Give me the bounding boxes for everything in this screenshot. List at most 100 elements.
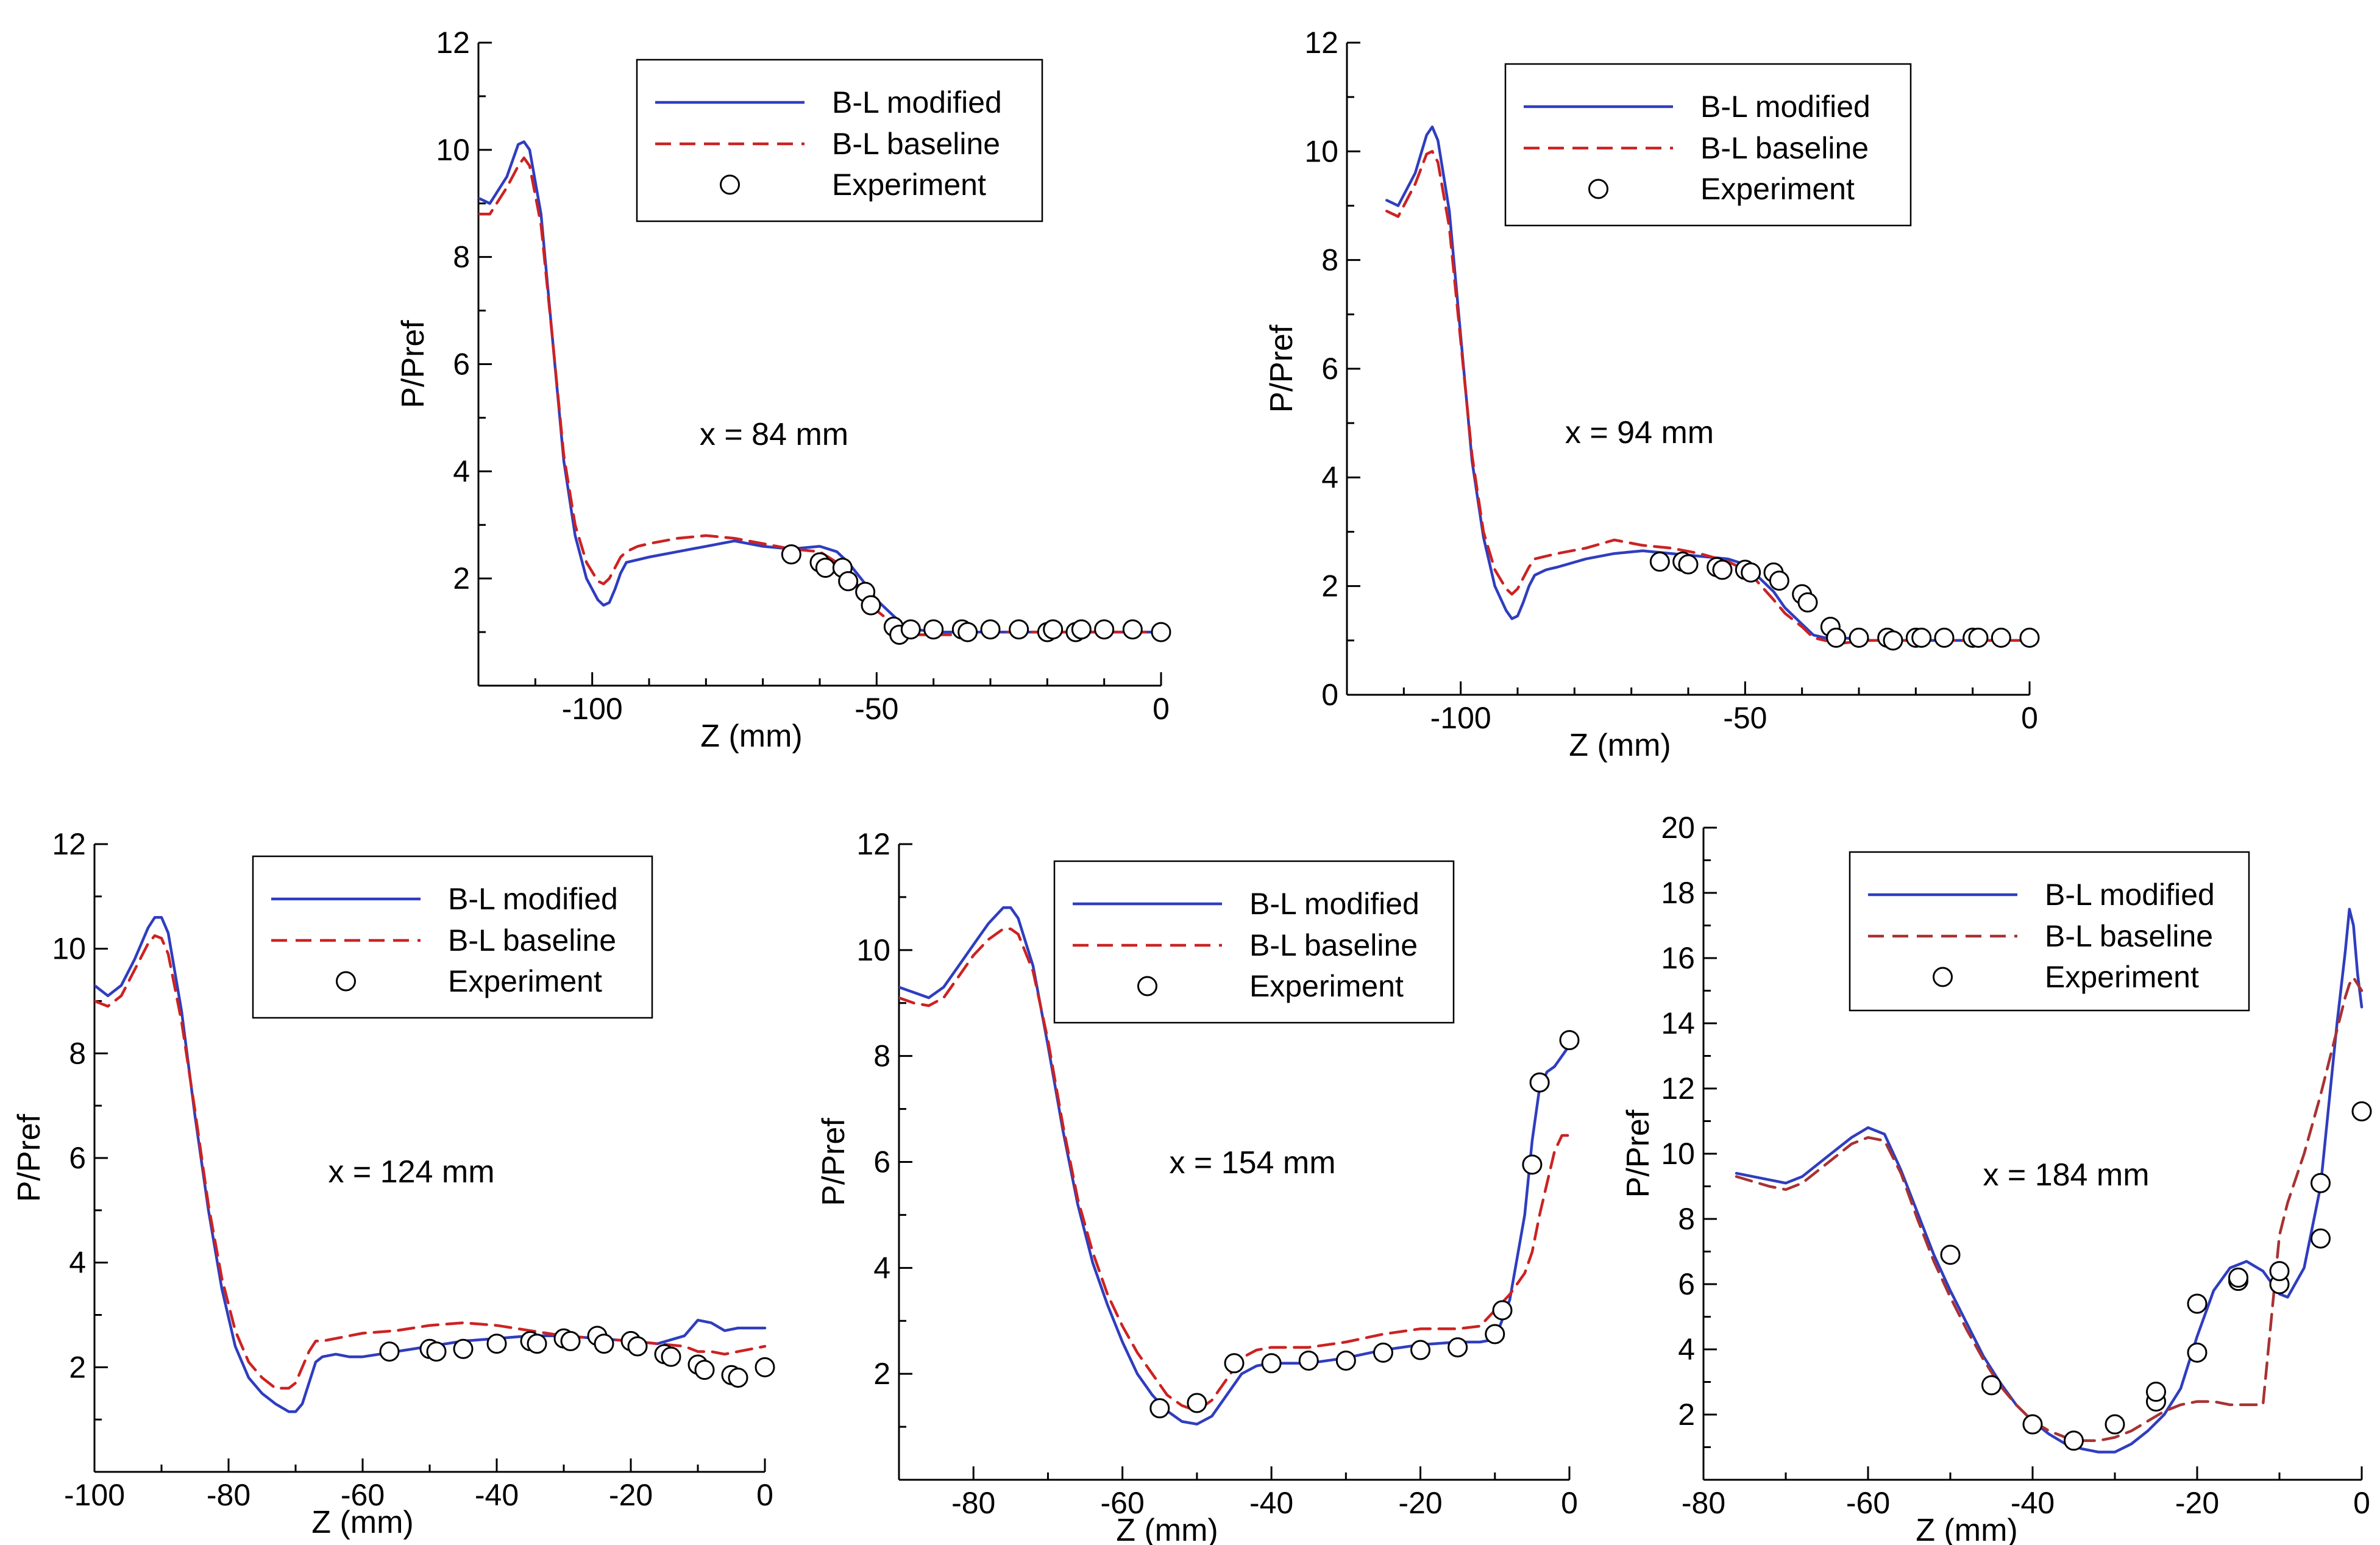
x-tick-label: -20 xyxy=(609,1478,653,1512)
x-tick-label: -50 xyxy=(1723,701,1767,735)
y-tick-label: 12 xyxy=(1304,26,1338,60)
y-tick-label: 8 xyxy=(453,240,470,274)
y-tick-label: 6 xyxy=(1678,1267,1695,1301)
position-annotation: x = 94 mm xyxy=(1565,415,1714,450)
y-tick-label: 20 xyxy=(1661,811,1695,845)
y-tick-label: 16 xyxy=(1661,941,1695,975)
experiment-point xyxy=(1849,627,1869,648)
experiment-point xyxy=(1940,1245,1961,1265)
x-tick-label: -40 xyxy=(2011,1486,2055,1520)
position-annotation: x = 124 mm xyxy=(328,1154,494,1190)
experiment-point xyxy=(957,622,978,642)
x-axis-title: Z (mm) xyxy=(311,1505,413,1540)
legend-entry-label: B-L baseline xyxy=(448,923,616,957)
y-tick-label: 12 xyxy=(52,827,86,861)
y-tick-label: 2 xyxy=(69,1350,86,1384)
x-axis-title: Z (mm) xyxy=(1916,1513,2017,1545)
experiment-point xyxy=(861,595,881,616)
experiment-point xyxy=(2187,1342,2208,1363)
experiment-point xyxy=(755,1357,775,1377)
y-tick-label: 8 xyxy=(1321,243,1338,277)
experiment-point xyxy=(453,1338,474,1359)
y-tick-label: 2 xyxy=(1678,1398,1695,1432)
experiment-point xyxy=(1741,562,1761,583)
experiment-point xyxy=(1043,619,1064,640)
x-tick-label: 0 xyxy=(1153,692,1170,726)
chart-x94: 0 2 4 6 8 10 12 -100 -50 0 Z (mm) P/Pref x = 94 mm B-… xyxy=(1264,26,2040,763)
legend: B-L modified B-L baseline Experiment xyxy=(1849,851,2250,1012)
x-tick-label: 0 xyxy=(756,1478,773,1512)
x-axis-title: Z (mm) xyxy=(1569,728,1671,763)
y-tick-label: 4 xyxy=(69,1246,86,1280)
legend-entry-label: B-L baseline xyxy=(2045,919,2213,953)
experiment-point xyxy=(838,571,859,592)
y-tick-label: 12 xyxy=(856,827,890,861)
experiment-point xyxy=(426,1341,447,1362)
experiment-point xyxy=(1224,1353,1245,1374)
experiment-point xyxy=(1883,630,1903,651)
x-tick-label: 0 xyxy=(2021,701,2038,735)
y-tick-label: 4 xyxy=(1321,460,1338,494)
position-annotation: x = 184 mm xyxy=(1983,1157,2149,1193)
experiment-point xyxy=(1797,592,1818,613)
x-axis-title: Z (mm) xyxy=(700,719,802,754)
experiment-point xyxy=(486,1334,507,1354)
experiment-point xyxy=(1934,627,1955,648)
experiment-point xyxy=(379,1341,400,1362)
experiment-point xyxy=(1261,1353,1282,1374)
experiment-point xyxy=(1009,619,1029,640)
y-tick-label: 2 xyxy=(453,561,470,595)
experiment-markers xyxy=(1149,1030,1580,1419)
experiment-point xyxy=(1122,619,1143,640)
y-tick-label: 4 xyxy=(873,1251,890,1285)
y-tick-label: 4 xyxy=(453,454,470,488)
experiment-point xyxy=(2311,1173,2331,1193)
x-tick-label: -80 xyxy=(951,1486,995,1520)
y-tick-label: 6 xyxy=(873,1145,890,1179)
y-tick-label: 10 xyxy=(52,932,86,966)
experiment-point xyxy=(1187,1393,1207,1413)
y-tick-label: 4 xyxy=(1678,1332,1695,1366)
y-tick-label: 6 xyxy=(453,347,470,382)
legend: B-L modified B-L baseline Experiment xyxy=(636,59,1043,222)
legend-box xyxy=(1504,63,1912,227)
legend-box xyxy=(636,59,1043,222)
y-tick-label: 10 xyxy=(436,133,470,167)
modified-line xyxy=(1735,907,2364,1454)
legend-entry-label: Experiment xyxy=(1700,172,1855,206)
legend-entry-label: B-L modified xyxy=(2045,878,2215,912)
legend-entry-label: B-L baseline xyxy=(832,127,1000,161)
legend-entry-label: B-L modified xyxy=(1249,887,1419,921)
baseline-line xyxy=(1385,150,2031,645)
y-tick-label: 10 xyxy=(1661,1137,1695,1171)
position-annotation: x = 84 mm xyxy=(700,417,848,452)
experiment-point xyxy=(815,558,836,578)
position-annotation: x = 154 mm xyxy=(1169,1145,1335,1181)
x-axis-title: Z (mm) xyxy=(1116,1513,1218,1545)
y-tick-label: 2 xyxy=(1321,569,1338,603)
legend-entry-label: Experiment xyxy=(832,168,986,202)
experiment-point xyxy=(1448,1337,1468,1358)
y-tick-label: 6 xyxy=(69,1141,86,1175)
experiment-point xyxy=(627,1336,648,1357)
experiment-point xyxy=(2187,1293,2208,1314)
experiment-point xyxy=(2105,1414,2125,1435)
y-tick-label: 0 xyxy=(1321,678,1338,712)
modified-line xyxy=(1385,125,2031,642)
experiment-point xyxy=(900,619,921,640)
legend-entry-label: B-L modified xyxy=(832,85,1002,119)
experiment-point xyxy=(1298,1350,1319,1371)
experiment-point xyxy=(1529,1072,1550,1093)
experiment-point xyxy=(2064,1430,2084,1451)
y-tick-label: 6 xyxy=(1321,352,1338,386)
legend-experiment-marker xyxy=(720,174,740,195)
experiment-point xyxy=(923,619,944,640)
experiment-markers xyxy=(1940,1101,2372,1451)
x-tick-label: 0 xyxy=(2353,1486,2370,1520)
experiment-point xyxy=(2351,1101,2372,1121)
x-tick-label: -100 xyxy=(562,692,623,726)
experiment-point xyxy=(2022,1414,2043,1435)
experiment-point xyxy=(980,619,1001,640)
y-tick-label: 18 xyxy=(1661,876,1695,910)
